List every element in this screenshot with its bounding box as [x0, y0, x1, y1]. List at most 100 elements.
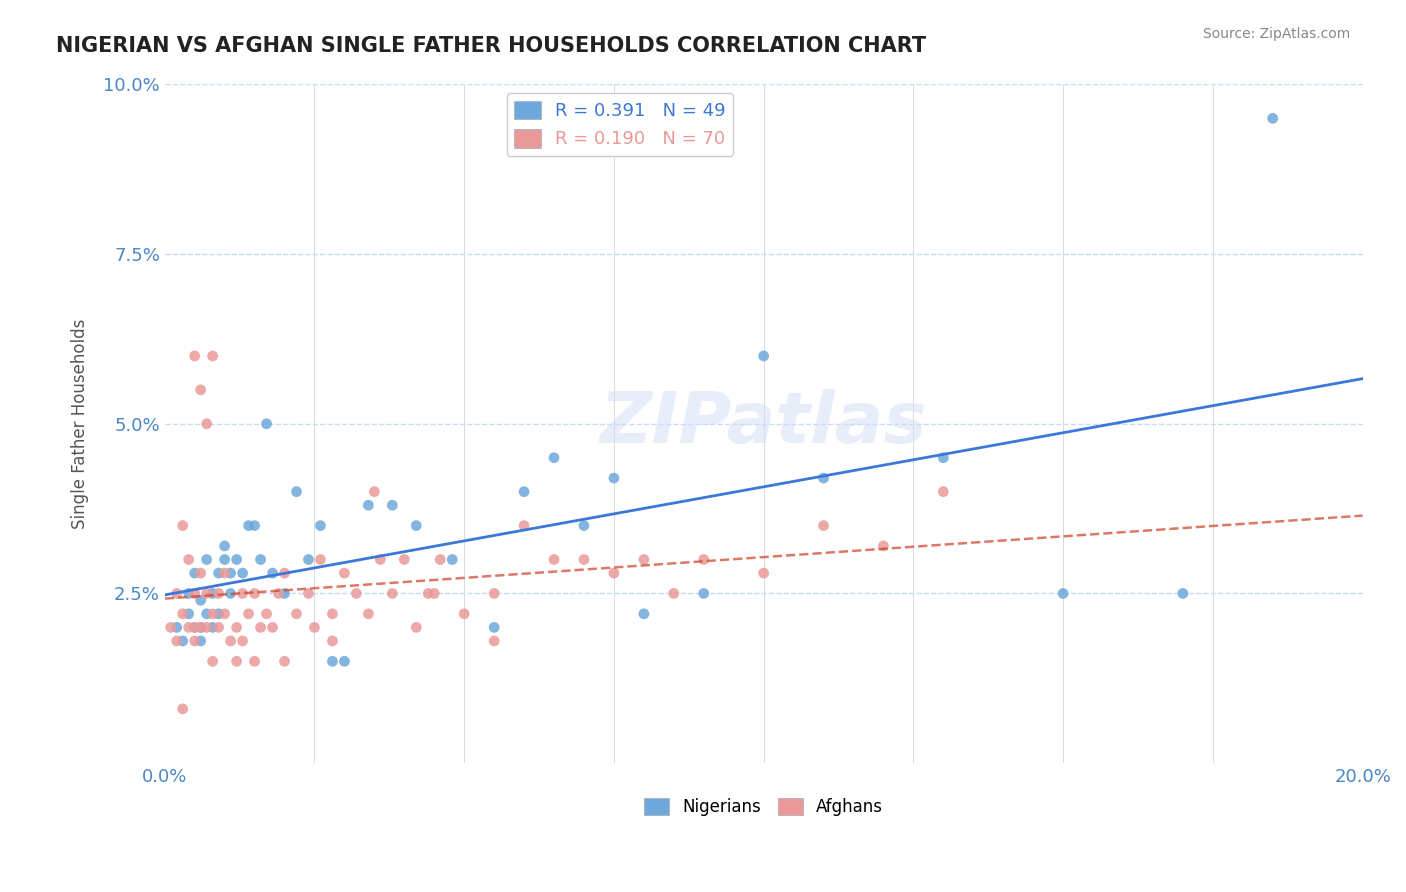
- Point: [195, 620, 218, 634]
- Point: [813, 471, 835, 485]
- Point: [304, 620, 326, 634]
- Point: [813, 518, 835, 533]
- Point: [693, 586, 716, 600]
- Point: [262, 566, 284, 580]
- Point: [344, 586, 367, 600]
- Point: [225, 620, 247, 634]
- Point: [633, 607, 655, 621]
- Point: [752, 349, 775, 363]
- Point: [177, 586, 200, 600]
- Point: [225, 552, 247, 566]
- Point: [752, 566, 775, 580]
- Point: [273, 654, 295, 668]
- Point: [172, 607, 194, 621]
- Point: [243, 654, 266, 668]
- Point: [285, 484, 308, 499]
- Point: [190, 383, 212, 397]
- Point: [321, 654, 343, 668]
- Point: [932, 450, 955, 465]
- Point: [219, 634, 242, 648]
- Point: [418, 586, 440, 600]
- Point: [201, 586, 224, 600]
- Point: [603, 566, 626, 580]
- Point: [190, 620, 212, 634]
- Point: [381, 586, 404, 600]
- Point: [267, 586, 290, 600]
- Point: [190, 620, 212, 634]
- Point: [405, 620, 427, 634]
- Point: [201, 620, 224, 634]
- Point: [214, 552, 236, 566]
- Point: [482, 634, 505, 648]
- Point: [249, 552, 271, 566]
- Text: Source: ZipAtlas.com: Source: ZipAtlas.com: [1202, 27, 1350, 41]
- Point: [238, 518, 260, 533]
- Point: [232, 634, 254, 648]
- Point: [297, 552, 319, 566]
- Point: [166, 586, 188, 600]
- Point: [183, 586, 205, 600]
- Point: [172, 518, 194, 533]
- Point: [543, 552, 565, 566]
- Point: [262, 620, 284, 634]
- Point: [208, 607, 231, 621]
- Point: [370, 552, 392, 566]
- Point: [183, 349, 205, 363]
- Point: [208, 566, 231, 580]
- Point: [183, 620, 205, 634]
- Point: [872, 539, 894, 553]
- Point: [394, 552, 416, 566]
- Point: [183, 634, 205, 648]
- Legend: Nigerians, Afghans: Nigerians, Afghans: [637, 791, 890, 822]
- Point: [232, 566, 254, 580]
- Point: [572, 552, 595, 566]
- Point: [932, 484, 955, 499]
- Point: [201, 607, 224, 621]
- Text: ZIPatlas: ZIPatlas: [600, 389, 928, 458]
- Point: [357, 498, 380, 512]
- Point: [1052, 586, 1074, 600]
- Point: [214, 539, 236, 553]
- Point: [225, 654, 247, 668]
- Point: [273, 586, 295, 600]
- Point: [543, 450, 565, 465]
- Point: [309, 518, 332, 533]
- Point: [201, 654, 224, 668]
- Point: [693, 552, 716, 566]
- Point: [214, 607, 236, 621]
- Point: [482, 620, 505, 634]
- Point: [219, 586, 242, 600]
- Point: [357, 607, 380, 621]
- Point: [429, 552, 451, 566]
- Point: [190, 634, 212, 648]
- Y-axis label: Single Father Households: Single Father Households: [72, 318, 89, 529]
- Point: [333, 566, 356, 580]
- Point: [159, 620, 181, 634]
- Point: [633, 552, 655, 566]
- Point: [441, 552, 464, 566]
- Text: NIGERIAN VS AFGHAN SINGLE FATHER HOUSEHOLDS CORRELATION CHART: NIGERIAN VS AFGHAN SINGLE FATHER HOUSEHO…: [56, 36, 927, 55]
- Point: [177, 607, 200, 621]
- Point: [1171, 586, 1194, 600]
- Point: [183, 566, 205, 580]
- Point: [321, 634, 343, 648]
- Point: [177, 620, 200, 634]
- Point: [423, 586, 446, 600]
- Point: [201, 349, 224, 363]
- Point: [453, 607, 475, 621]
- Point: [177, 552, 200, 566]
- Point: [256, 417, 278, 431]
- Point: [256, 607, 278, 621]
- Point: [208, 620, 231, 634]
- Point: [249, 620, 271, 634]
- Point: [513, 518, 536, 533]
- Point: [166, 634, 188, 648]
- Point: [572, 518, 595, 533]
- Point: [603, 471, 626, 485]
- Point: [662, 586, 685, 600]
- Point: [208, 586, 231, 600]
- Point: [190, 593, 212, 607]
- Point: [285, 607, 308, 621]
- Point: [195, 607, 218, 621]
- Point: [243, 586, 266, 600]
